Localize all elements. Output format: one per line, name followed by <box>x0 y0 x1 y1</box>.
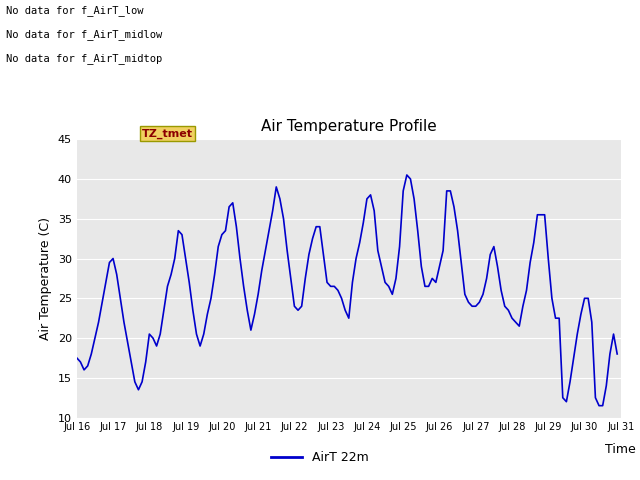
Text: TZ_tmet: TZ_tmet <box>142 129 193 139</box>
Text: No data for f_AirT_low: No data for f_AirT_low <box>6 5 144 16</box>
Y-axis label: Air Temperature (C): Air Temperature (C) <box>39 217 52 340</box>
Legend: AirT 22m: AirT 22m <box>266 446 374 469</box>
Title: Air Temperature Profile: Air Temperature Profile <box>261 119 436 134</box>
Text: No data for f_AirT_midtop: No data for f_AirT_midtop <box>6 53 163 64</box>
X-axis label: Time: Time <box>605 443 636 456</box>
Text: No data for f_AirT_midlow: No data for f_AirT_midlow <box>6 29 163 40</box>
